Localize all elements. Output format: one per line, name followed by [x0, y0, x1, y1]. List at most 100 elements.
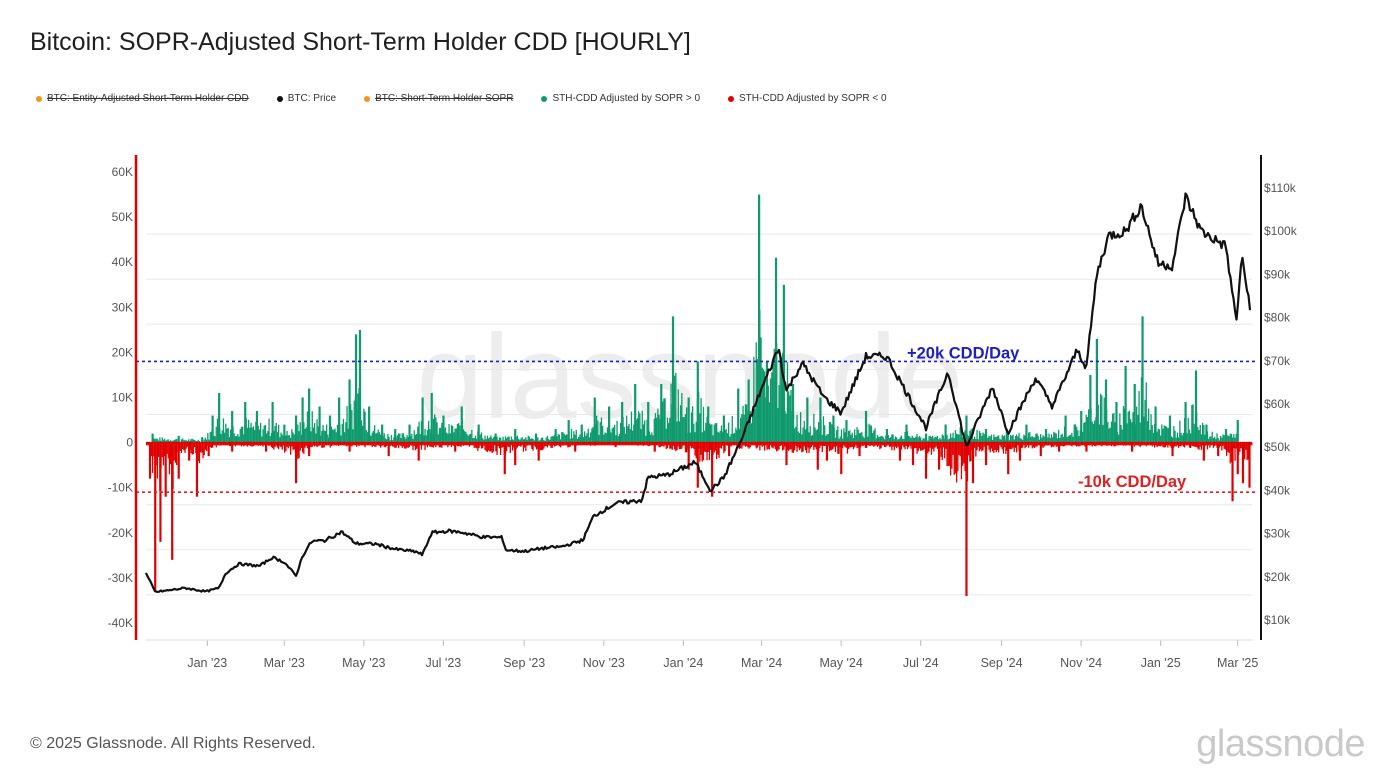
negative-cdd-bar: [1085, 442, 1087, 446]
negative-cdd-bar: [460, 442, 462, 447]
legend-item-sopr-positive[interactable]: STH-CDD Adjusted by SOPR > 0: [541, 93, 700, 104]
positive-cdd-bar: [839, 436, 841, 443]
positive-cdd-bar: [440, 427, 442, 443]
brand-logo: glassnode: [1196, 723, 1365, 765]
positive-cdd-bar: [994, 436, 996, 443]
negative-cdd-bar: [806, 442, 808, 454]
negative-cdd-bar: [966, 442, 969, 482]
negative-cdd-bar: [660, 442, 663, 447]
positive-cdd-bar: [938, 439, 940, 443]
negative-cdd-bar: [920, 442, 922, 451]
positive-cdd-bar: [1156, 431, 1158, 443]
negative-cdd-bar: [261, 442, 263, 446]
negative-cdd-bar: [748, 442, 750, 449]
positive-cdd-bar: [1114, 422, 1116, 443]
x-tick-label: Jul '23: [425, 656, 461, 670]
positive-cdd-bar: [647, 432, 649, 443]
positive-cdd-bar: [274, 425, 276, 443]
positive-cdd-bar: [450, 425, 453, 443]
negative-cdd-bar: [885, 442, 887, 448]
negative-cdd-bar: [780, 442, 783, 446]
negative-cdd-bar: [1101, 442, 1103, 447]
negative-cdd-bar: [316, 442, 318, 448]
negative-cdd-bar: [1196, 442, 1198, 448]
negative-cdd-bar: [1202, 442, 1205, 461]
positive-cdd-bar: [165, 440, 167, 443]
negative-cdd-bar: [1120, 442, 1122, 446]
negative-cdd-bar: [172, 442, 174, 490]
negative-cdd-bar: [1234, 442, 1236, 461]
negative-cdd-bar: [846, 442, 849, 454]
negative-cdd-bar: [633, 442, 635, 446]
negative-cdd-bar: [742, 442, 744, 446]
negative-cdd-bar: [822, 442, 825, 447]
negative-cdd-bar: [494, 442, 496, 446]
negative-cdd-bar: [851, 442, 853, 447]
negative-cdd-bar: [534, 442, 537, 448]
positive-cdd-bar: [194, 440, 196, 443]
negative-cdd-bar: [929, 442, 931, 448]
negative-cdd-bar: [1043, 442, 1045, 447]
positive-cdd-bar: [782, 284, 785, 443]
negative-cdd-bar: [1131, 442, 1133, 446]
legend-item-price[interactable]: BTC: Price: [276, 93, 336, 104]
positive-cdd-bar: [318, 406, 321, 443]
legend-item-sopr-negative[interactable]: STH-CDD Adjusted by SOPR < 0: [728, 93, 887, 104]
negative-cdd-bar: [192, 442, 195, 455]
positive-cdd-bar: [696, 399, 699, 443]
positive-cdd-bar: [885, 429, 889, 443]
positive-cdd-bar: [765, 397, 767, 443]
negative-cdd-bar: [309, 442, 311, 447]
positive-cdd-bar: [802, 427, 804, 443]
negative-cdd-bar: [604, 442, 606, 446]
negative-cdd-bar: [825, 442, 827, 446]
positive-cdd-bar: [819, 397, 822, 443]
positive-cdd-bar: [678, 421, 681, 443]
negative-cdd-bar: [353, 442, 355, 446]
positive-cdd-bar: [182, 438, 184, 443]
negative-cdd-bar: [1118, 442, 1120, 446]
negative-cdd-bar: [686, 442, 688, 453]
x-tick-label: Jan '25: [1141, 656, 1181, 670]
positive-cdd-bar: [186, 440, 189, 443]
negative-cdd-bar: [1134, 442, 1137, 446]
negative-cdd-bar: [1010, 442, 1012, 450]
positive-cdd-bar: [693, 423, 695, 443]
positive-cdd-bar: [360, 420, 363, 443]
positive-cdd-bar: [593, 430, 595, 443]
negative-cdd-bar: [1048, 442, 1050, 446]
positive-cdd-bar: [283, 424, 286, 443]
positive-cdd-bar: [652, 435, 654, 443]
positive-cdd-bar: [1044, 440, 1047, 443]
negative-cdd-bar: [270, 442, 273, 448]
negative-cdd-bar: [288, 442, 291, 447]
positive-cdd-bar: [808, 432, 810, 443]
legend-item-sth-cdd[interactable]: BTC: Entity-Adjusted Short-Term Holder C…: [36, 93, 249, 104]
positive-cdd-bar: [1076, 426, 1078, 443]
positive-cdd-bar: [1185, 435, 1187, 443]
negative-cdd-bar: [707, 442, 709, 452]
negative-cdd-bar: [164, 442, 166, 457]
positive-cdd-bar: [567, 434, 569, 443]
positive-cdd-bar: [1020, 438, 1023, 443]
positive-cdd-bar: [822, 416, 825, 443]
positive-cdd-bar: [375, 433, 377, 443]
negative-cdd-bar: [1211, 442, 1213, 446]
positive-cdd-bar: [1004, 435, 1006, 443]
positive-cdd-bar: [209, 432, 211, 443]
positive-cdd-bar: [301, 397, 304, 443]
positive-cdd-bar: [218, 392, 221, 443]
negative-cdd-bar: [302, 442, 304, 453]
negative-cdd-bar: [364, 442, 366, 448]
positive-cdd-bar: [671, 404, 673, 443]
positive-cdd-bar: [777, 407, 779, 443]
negative-cdd-bar: [828, 442, 831, 452]
positive-cdd-bar: [303, 422, 305, 443]
positive-cdd-bar: [561, 431, 563, 443]
positive-cdd-bar: [782, 352, 784, 443]
positive-cdd-bar: [748, 411, 750, 443]
legend-item-sopr[interactable]: BTC: Short-Term Holder SOPR: [364, 93, 513, 104]
positive-cdd-bar: [320, 435, 322, 443]
negative-cdd-bar: [1172, 442, 1174, 447]
negative-cdd-bar: [1148, 442, 1150, 446]
